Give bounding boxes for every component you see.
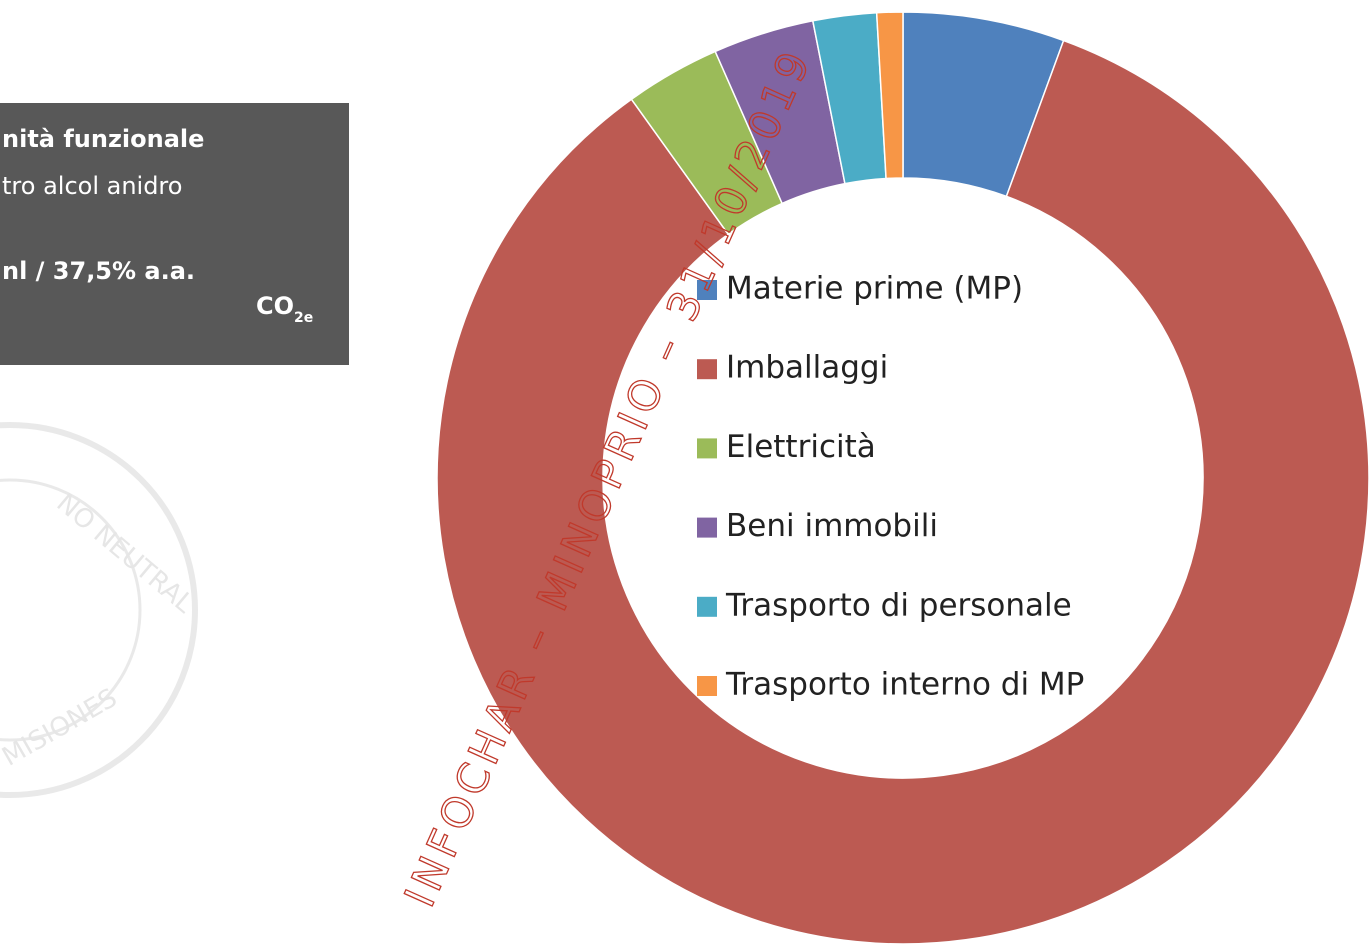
info-line: tro alcol anidro <box>2 172 182 200</box>
legend: Materie prime (MP) Imballaggi Elettricità B… <box>697 271 1084 703</box>
donut-slice <box>875 11 904 180</box>
legend-label: Beni immobili <box>726 508 938 544</box>
seal-inner-ring <box>0 478 142 742</box>
legend-swatch <box>697 280 717 300</box>
legend-label: Trasporto interno di MP <box>725 667 1084 703</box>
info-box <box>0 103 349 365</box>
seal-ring <box>0 422 198 798</box>
seal-text: MISIONES <box>0 683 122 773</box>
legend-label: Trasporto di personale <box>725 587 1072 623</box>
seal: NO NEUTRAL MISIONES <box>0 422 200 798</box>
legend-swatch <box>697 517 717 538</box>
donut <box>436 11 1369 945</box>
legend-label: Imballaggi <box>726 350 888 386</box>
legend-swatch <box>697 676 717 696</box>
legend-swatch <box>697 359 717 380</box>
legend-swatch <box>697 596 717 617</box>
legend-label: Materie prime (MP) <box>726 271 1023 307</box>
legend-swatch <box>697 438 717 459</box>
info-unit: CO <box>256 292 294 320</box>
info-unit-sub: 2e <box>294 310 313 326</box>
legend-label: Elettricità <box>726 429 876 465</box>
donut-slice <box>436 39 1369 945</box>
info-line: nità funzionale <box>2 125 204 153</box>
seal-text: NO NEUTRAL <box>51 488 200 619</box>
info-line: nl / 37,5% a.a. <box>2 257 195 285</box>
